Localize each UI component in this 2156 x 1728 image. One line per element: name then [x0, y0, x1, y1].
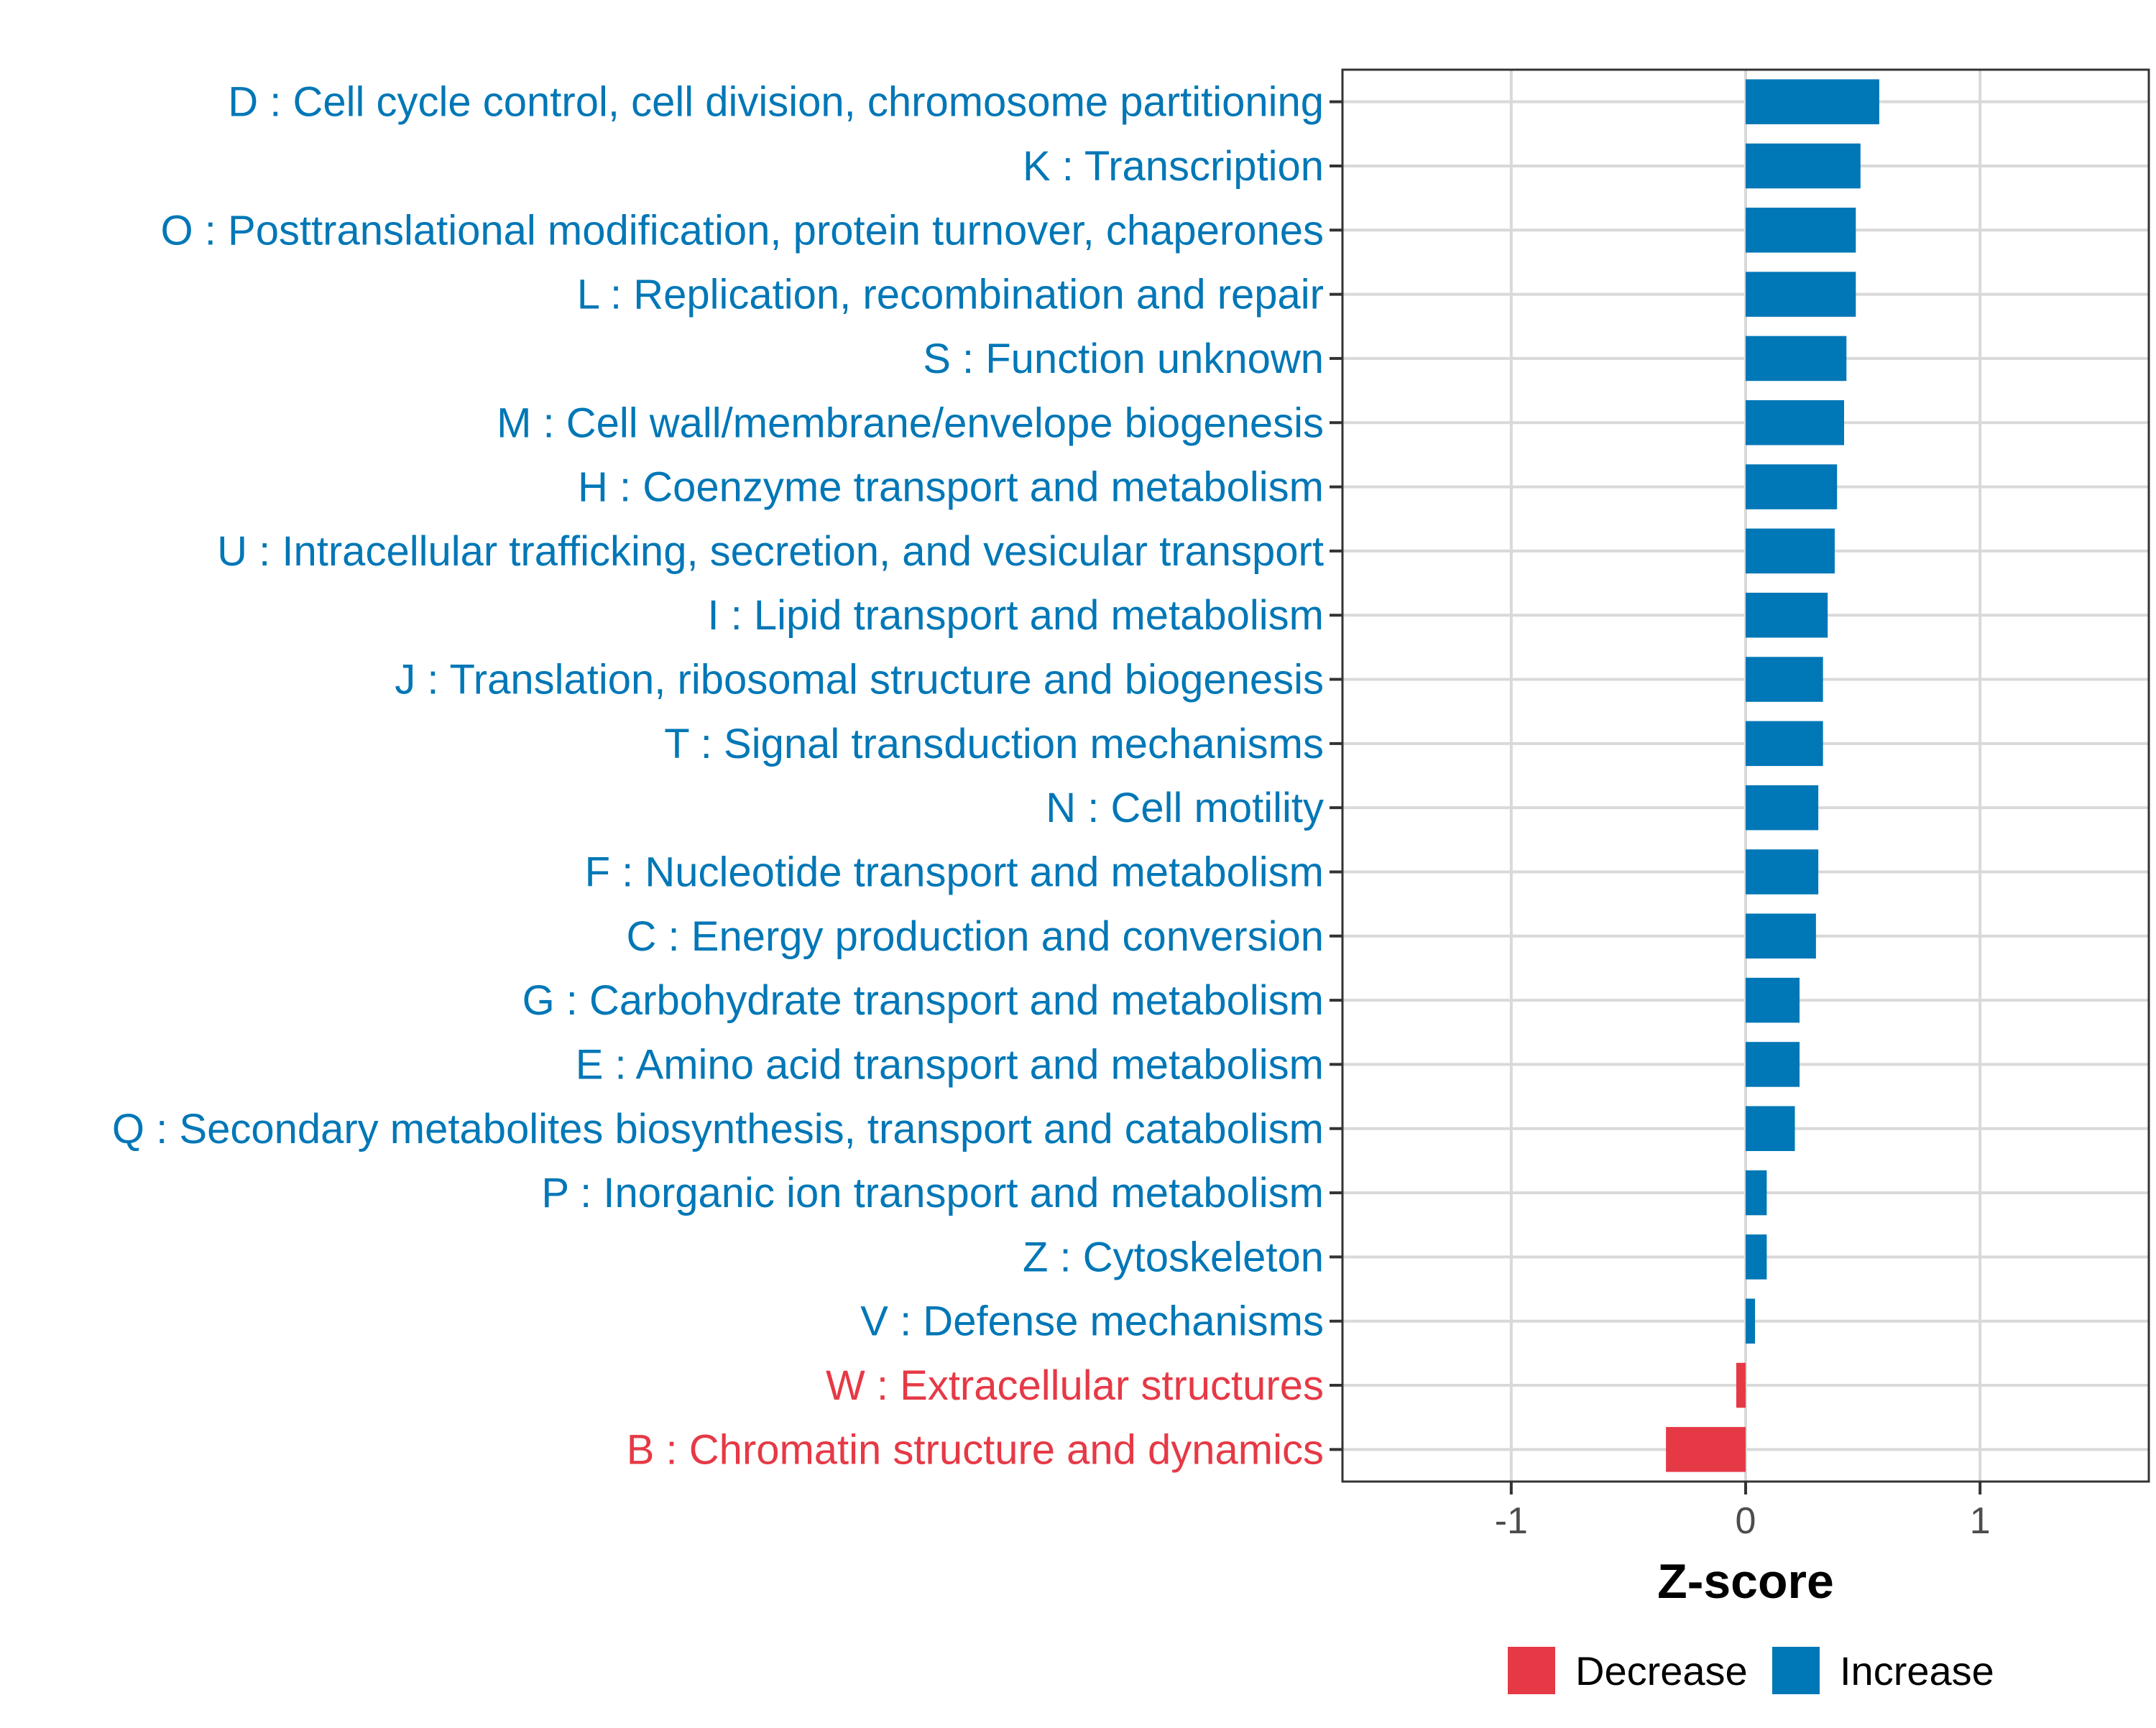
- category-label-f: F : Nucleotide transport and metabolism: [585, 849, 1324, 895]
- bar-f: [1746, 849, 1819, 895]
- y-tick-marks: [1330, 100, 1342, 1451]
- category-label-p: P : Inorganic ion transport and metaboli…: [541, 1170, 1324, 1216]
- category-label-j: J : Translation, ribosomal structure and…: [395, 657, 1324, 703]
- legend-label-increase: Increase: [1840, 1648, 1994, 1694]
- bar-z: [1746, 1234, 1767, 1280]
- bar-q: [1746, 1106, 1795, 1152]
- category-label-q: Q : Secondary metabolites biosynthesis, …: [112, 1106, 1324, 1152]
- bar-h: [1746, 464, 1838, 509]
- category-label-s: S : Function unknown: [923, 336, 1324, 382]
- bar-v: [1746, 1298, 1756, 1344]
- x-tick-label: -1: [1495, 1500, 1528, 1542]
- bar-j: [1746, 657, 1823, 702]
- bar-e: [1746, 1042, 1800, 1087]
- bar-d: [1746, 79, 1879, 124]
- category-label-n: N : Cell motility: [1046, 785, 1324, 831]
- bar-l: [1746, 272, 1856, 317]
- category-label-d: D : Cell cycle control, cell division, c…: [228, 79, 1324, 126]
- category-label-i: I : Lipid transport and metabolism: [707, 592, 1324, 639]
- bar-m: [1746, 399, 1844, 445]
- bar-c: [1746, 913, 1816, 959]
- x-axis-ticks: -1 0 1: [1495, 1482, 1991, 1542]
- bar-b: [1666, 1427, 1746, 1472]
- legend-swatch-decrease: [1508, 1647, 1555, 1694]
- category-label-v: V : Defense mechanisms: [860, 1298, 1324, 1345]
- category-label-e: E : Amino acid transport and metabolism: [576, 1041, 1324, 1088]
- legend: Decrease Increase: [1508, 1647, 1994, 1694]
- bar-s: [1746, 336, 1847, 382]
- bar-o: [1746, 208, 1856, 253]
- bar-k: [1746, 143, 1861, 189]
- bar-w: [1736, 1362, 1746, 1408]
- category-label-o: O : Posttranslational modification, prot…: [161, 207, 1324, 254]
- bar-t: [1746, 721, 1823, 767]
- x-tick-label: 1: [1970, 1500, 1991, 1542]
- x-tick-label: 0: [1736, 1500, 1756, 1542]
- bar-g: [1746, 977, 1800, 1023]
- category-label-z: Z : Cytoskeleton: [1023, 1234, 1324, 1280]
- legend-label-decrease: Decrease: [1575, 1648, 1748, 1694]
- category-label-g: G : Carbohydrate transport and metabolis…: [522, 977, 1324, 1024]
- category-labels: D : Cell cycle control, cell division, c…: [112, 79, 1324, 1474]
- category-label-m: M : Cell wall/membrane/envelope biogenes…: [497, 399, 1324, 446]
- bar-u: [1746, 528, 1835, 574]
- category-label-k: K : Transcription: [1023, 143, 1324, 190]
- bar-p: [1746, 1170, 1767, 1216]
- category-label-l: L : Replication, recombination and repai…: [577, 272, 1324, 318]
- category-label-u: U : Intracellular trafficking, secretion…: [217, 528, 1324, 575]
- bar-n: [1746, 785, 1819, 831]
- bar-layer: [1666, 79, 1879, 1472]
- x-axis-title: Z-score: [1657, 1554, 1834, 1609]
- category-label-c: C : Energy production and conversion: [627, 913, 1324, 960]
- category-label-t: T : Signal transduction mechanisms: [664, 721, 1324, 767]
- category-label-h: H : Coenzyme transport and metabolism: [578, 464, 1324, 511]
- legend-swatch-increase: [1772, 1647, 1820, 1694]
- bar-i: [1746, 592, 1828, 638]
- category-label-w: W : Extracellular structures: [826, 1362, 1324, 1409]
- category-label-b: B : Chromatin structure and dynamics: [627, 1426, 1324, 1473]
